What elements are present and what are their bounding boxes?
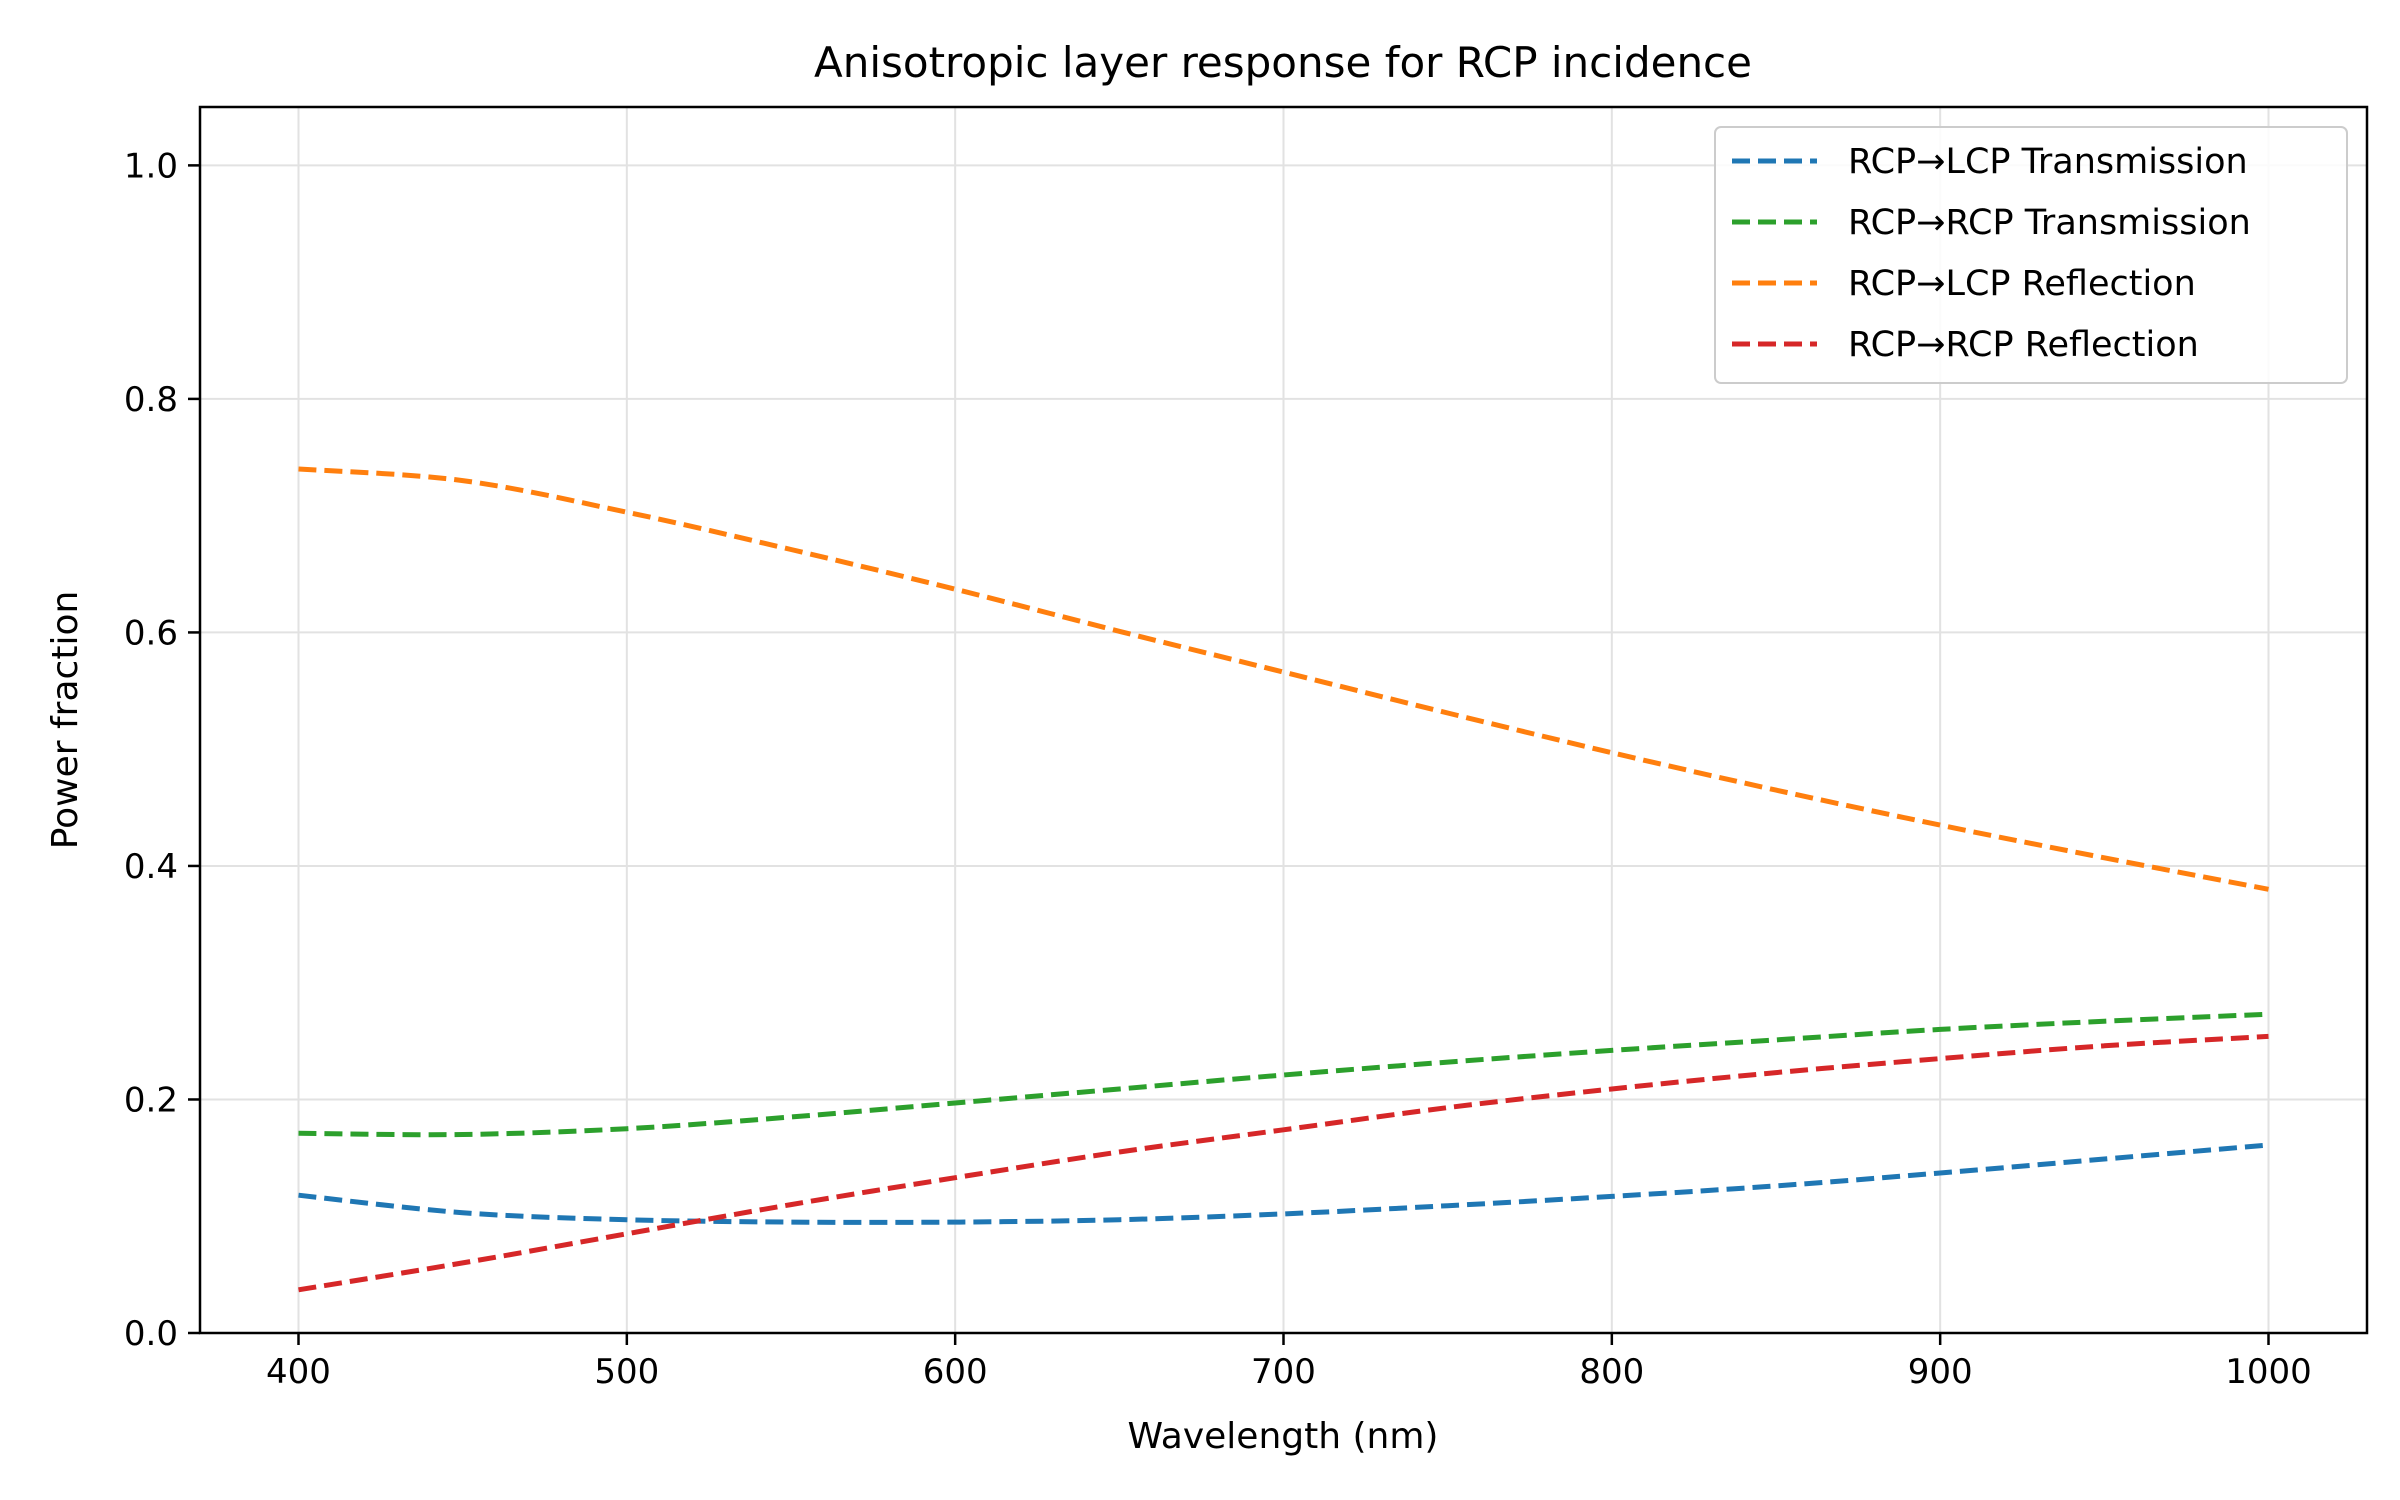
x-tick-label: 500 [594, 1352, 659, 1392]
series-line-rcp-rcp-reflection [298, 1033, 2269, 1293]
x-tick-label: 800 [1579, 1352, 1644, 1392]
legend-frame [1714, 126, 2348, 384]
x-tick-label: 900 [1908, 1352, 1973, 1392]
chart-title: Anisotropic layer response for RCP incid… [814, 38, 1752, 87]
legend-label-rcp-lcp-transmission: RCP→LCP Transmission [1848, 142, 2248, 182]
series-line-rcp-lcp-reflection [298, 466, 2269, 892]
y-tick-label: 1.0 [124, 146, 178, 186]
y-axis-label: Power fraction [45, 591, 86, 850]
series-line-rcp-lcp-transmission [298, 1142, 2269, 1225]
y-tick-label: 0.6 [124, 613, 178, 653]
legend-label-rcp-lcp-reflection: RCP→LCP Reflection [1848, 264, 2196, 304]
y-tick-label: 0.2 [124, 1080, 178, 1120]
legend: RCP→LCP Transmission RCP→RCP Transmission… [1714, 126, 2348, 384]
x-tick-label: 700 [1251, 1352, 1316, 1392]
y-axis-ticks: 0.0 0.2 0.4 0.6 0.8 1.0 [124, 146, 200, 1354]
y-tick-label: 0.8 [124, 380, 178, 420]
x-axis-label: Wavelength (nm) [1128, 1416, 1439, 1457]
x-tick-label: 600 [923, 1352, 988, 1392]
y-tick-label: 0.0 [124, 1314, 178, 1354]
x-tick-label: 1000 [2225, 1352, 2312, 1392]
legend-label-rcp-rcp-transmission: RCP→RCP Transmission [1848, 203, 2251, 243]
x-axis-ticks: 400 500 600 700 800 900 1000 [266, 1333, 2312, 1392]
series-line-rcp-rcp-transmission [298, 1011, 2269, 1138]
x-tick-label: 400 [266, 1352, 331, 1392]
y-tick-label: 0.4 [124, 847, 178, 887]
series-layer [298, 466, 2269, 1293]
legend-label-rcp-rcp-reflection: RCP→RCP Reflection [1848, 325, 2199, 365]
